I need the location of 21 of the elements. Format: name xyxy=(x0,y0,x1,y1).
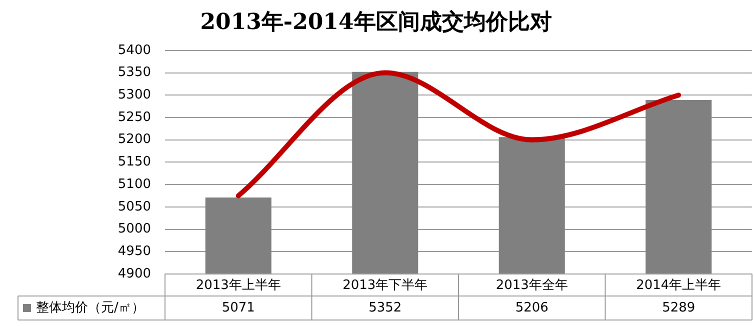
y-tick-label: 4950 xyxy=(118,244,151,260)
chart-title: 2013年-2014年区间成交均价比对 xyxy=(200,8,552,35)
y-tick-label: 5250 xyxy=(118,110,151,125)
data-label: 5071 xyxy=(222,300,255,316)
y-tick-label: 5400 xyxy=(118,42,151,58)
data-label: 5206 xyxy=(515,300,548,316)
legend-label: 整体均价（元/㎡） xyxy=(36,300,144,316)
y-tick-label: 5100 xyxy=(118,176,151,192)
y-tick-label: 5050 xyxy=(118,199,151,214)
x-tick-label: 2013年上半年 xyxy=(196,278,281,294)
x-tick-label: 2014年上半年 xyxy=(636,278,722,294)
data-label: 5352 xyxy=(368,300,402,316)
y-tick-label: 5350 xyxy=(118,65,151,80)
y-tick-label: 5000 xyxy=(118,222,151,237)
y-tick-label: 5300 xyxy=(118,87,151,102)
x-tick-label: 2013年全年 xyxy=(496,278,568,294)
y-tick-label: 5150 xyxy=(118,154,151,170)
y-tick-label: 5200 xyxy=(118,132,151,148)
y-tick-label: 4900 xyxy=(118,266,151,282)
data-label: 5289 xyxy=(662,300,696,316)
x-tick-label: 2013年下半年 xyxy=(342,278,428,294)
